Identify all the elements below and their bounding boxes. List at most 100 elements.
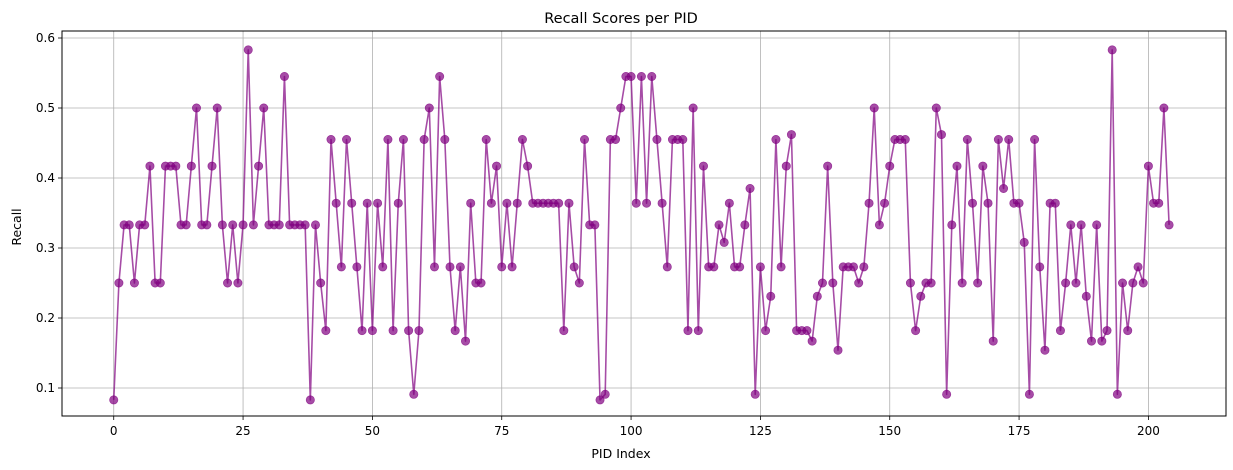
data-point bbox=[693, 326, 703, 336]
data-point bbox=[155, 278, 165, 288]
x-tick-label: 125 bbox=[749, 424, 772, 438]
data-point bbox=[171, 161, 181, 171]
data-point bbox=[181, 220, 191, 230]
data-point bbox=[217, 220, 227, 230]
data-point bbox=[445, 262, 455, 272]
data-point bbox=[580, 135, 590, 145]
data-point bbox=[1050, 198, 1060, 208]
data-point bbox=[1159, 103, 1169, 113]
data-point bbox=[880, 198, 890, 208]
data-point bbox=[616, 103, 626, 113]
data-point bbox=[1107, 45, 1117, 55]
x-tick-label: 175 bbox=[1008, 424, 1031, 438]
x-axis-ticks: 0 25 50 75 100 125 150 175 200 bbox=[110, 416, 1160, 438]
data-point bbox=[833, 345, 843, 355]
data-point bbox=[993, 135, 1003, 145]
data-point bbox=[1118, 278, 1128, 288]
data-point bbox=[750, 389, 760, 399]
data-point bbox=[611, 135, 621, 145]
data-point bbox=[310, 220, 320, 230]
data-point bbox=[554, 198, 564, 208]
data-point bbox=[817, 278, 827, 288]
data-point bbox=[569, 262, 579, 272]
data-point bbox=[1154, 198, 1164, 208]
data-point bbox=[1138, 278, 1148, 288]
data-point bbox=[238, 220, 248, 230]
data-point bbox=[424, 103, 434, 113]
data-point bbox=[223, 278, 233, 288]
data-point bbox=[978, 161, 988, 171]
data-point bbox=[373, 198, 383, 208]
data-point bbox=[186, 161, 196, 171]
data-point bbox=[745, 184, 755, 194]
y-tick-label: 0.3 bbox=[36, 241, 55, 255]
data-point bbox=[388, 326, 398, 336]
data-point bbox=[678, 135, 688, 145]
data-point bbox=[947, 220, 957, 230]
data-point bbox=[864, 198, 874, 208]
x-tick-label: 75 bbox=[494, 424, 509, 438]
data-point bbox=[564, 198, 574, 208]
y-tick-label: 0.6 bbox=[36, 31, 55, 45]
data-point bbox=[595, 395, 605, 405]
data-point bbox=[124, 220, 134, 230]
data-point bbox=[429, 262, 439, 272]
data-point bbox=[1024, 389, 1034, 399]
data-point bbox=[823, 161, 833, 171]
data-point bbox=[771, 135, 781, 145]
data-point bbox=[885, 161, 895, 171]
data-point bbox=[636, 72, 646, 82]
y-tick-label: 0.5 bbox=[36, 101, 55, 115]
data-point bbox=[1040, 345, 1050, 355]
data-point bbox=[1055, 326, 1065, 336]
data-point bbox=[1061, 278, 1071, 288]
data-point bbox=[486, 198, 496, 208]
data-point bbox=[316, 278, 326, 288]
data-point bbox=[926, 278, 936, 288]
data-point bbox=[352, 262, 362, 272]
data-point bbox=[968, 198, 978, 208]
data-point bbox=[1164, 220, 1174, 230]
data-point bbox=[1123, 326, 1133, 336]
data-point bbox=[973, 278, 983, 288]
data-point bbox=[1097, 336, 1107, 346]
y-axis-label: Recall bbox=[9, 208, 24, 245]
data-point bbox=[698, 161, 708, 171]
data-point bbox=[714, 220, 724, 230]
data-point bbox=[957, 278, 967, 288]
data-point bbox=[383, 135, 393, 145]
data-point bbox=[802, 326, 812, 336]
data-point bbox=[140, 220, 150, 230]
data-point bbox=[202, 220, 212, 230]
data-point bbox=[652, 135, 662, 145]
data-point bbox=[828, 278, 838, 288]
data-point bbox=[755, 262, 765, 272]
data-point bbox=[145, 161, 155, 171]
data-point bbox=[740, 220, 750, 230]
data-point bbox=[962, 135, 972, 145]
data-point bbox=[936, 130, 946, 140]
data-point bbox=[440, 135, 450, 145]
data-point bbox=[404, 326, 414, 336]
data-point bbox=[492, 161, 502, 171]
data-point bbox=[1066, 220, 1076, 230]
data-point bbox=[419, 135, 429, 145]
data-point bbox=[326, 135, 336, 145]
data-point bbox=[517, 135, 527, 145]
y-axis-ticks: 0.1 0.2 0.3 0.4 0.5 0.6 bbox=[36, 31, 62, 395]
data-point bbox=[662, 262, 672, 272]
data-point bbox=[735, 262, 745, 272]
data-point bbox=[657, 198, 667, 208]
x-tick-label: 150 bbox=[878, 424, 901, 438]
data-point bbox=[279, 72, 289, 82]
data-point bbox=[900, 135, 910, 145]
x-tick-label: 0 bbox=[110, 424, 118, 438]
data-point bbox=[414, 326, 424, 336]
data-point bbox=[248, 220, 258, 230]
data-point bbox=[590, 220, 600, 230]
data-point bbox=[331, 198, 341, 208]
plot-frame bbox=[61, 30, 1227, 417]
data-point bbox=[719, 237, 729, 247]
x-axis-label: PID Index bbox=[591, 446, 650, 461]
